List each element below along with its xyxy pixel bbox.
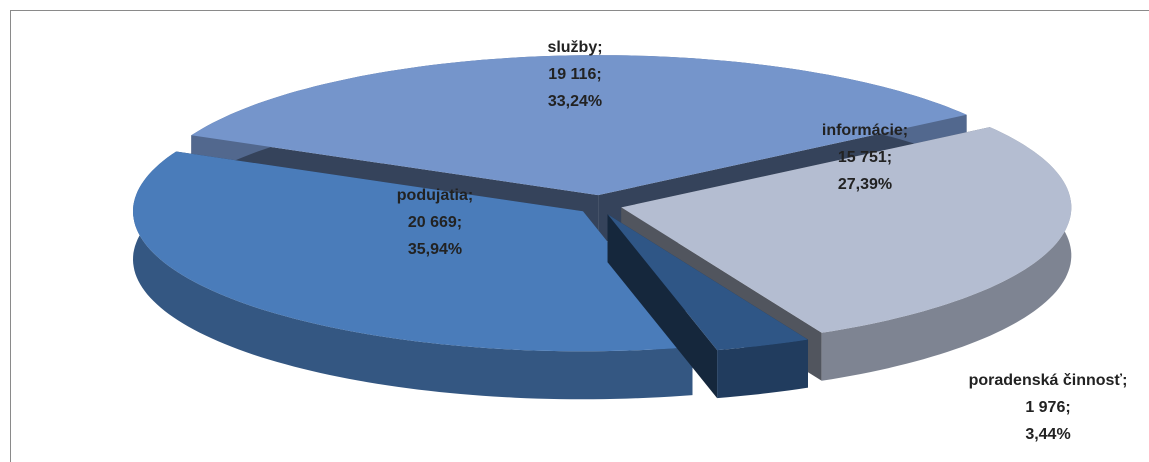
label-part: 27,39% xyxy=(838,176,892,193)
slice xyxy=(621,127,1072,333)
slice-side xyxy=(607,214,718,399)
label-part: ; xyxy=(457,214,462,231)
label-part: podujatia xyxy=(397,187,468,204)
slice-wall xyxy=(821,127,1072,381)
label-part: ; xyxy=(596,66,601,83)
data-label: poradenská činnosť; 1 976; 3,44% xyxy=(969,372,1128,443)
data-label: informácie; 15 751; 27,39% xyxy=(822,122,908,193)
slice-wall xyxy=(133,151,693,400)
slice xyxy=(607,214,808,351)
label-part: 20 669 xyxy=(408,214,457,231)
label-part: 35,94% xyxy=(408,241,462,258)
label-part: služby xyxy=(547,39,597,56)
label-part: ; xyxy=(1122,372,1127,389)
label-part: 1 976 xyxy=(1025,399,1065,416)
label-part: ; xyxy=(903,122,908,139)
label-part: ; xyxy=(468,187,473,204)
label-part: ; xyxy=(597,39,602,56)
label-part: ; xyxy=(887,149,892,166)
slice xyxy=(191,55,967,196)
label-part: 19 116 xyxy=(548,66,596,83)
slice xyxy=(133,151,693,352)
slice-wall xyxy=(717,339,808,399)
label-part: 33,24% xyxy=(548,93,602,110)
label-part: 3,44% xyxy=(1025,426,1070,443)
label-part: poradenská činnosť xyxy=(969,372,1123,389)
chart-frame xyxy=(10,10,1149,462)
label-part: 15 751 xyxy=(838,149,887,166)
label-part: informácie xyxy=(822,122,903,139)
data-label: podujatia; 20 669; 35,94% xyxy=(397,187,473,258)
label-part: ; xyxy=(1065,399,1070,416)
data-label: služby; 19 116; 33,24% xyxy=(547,39,602,110)
